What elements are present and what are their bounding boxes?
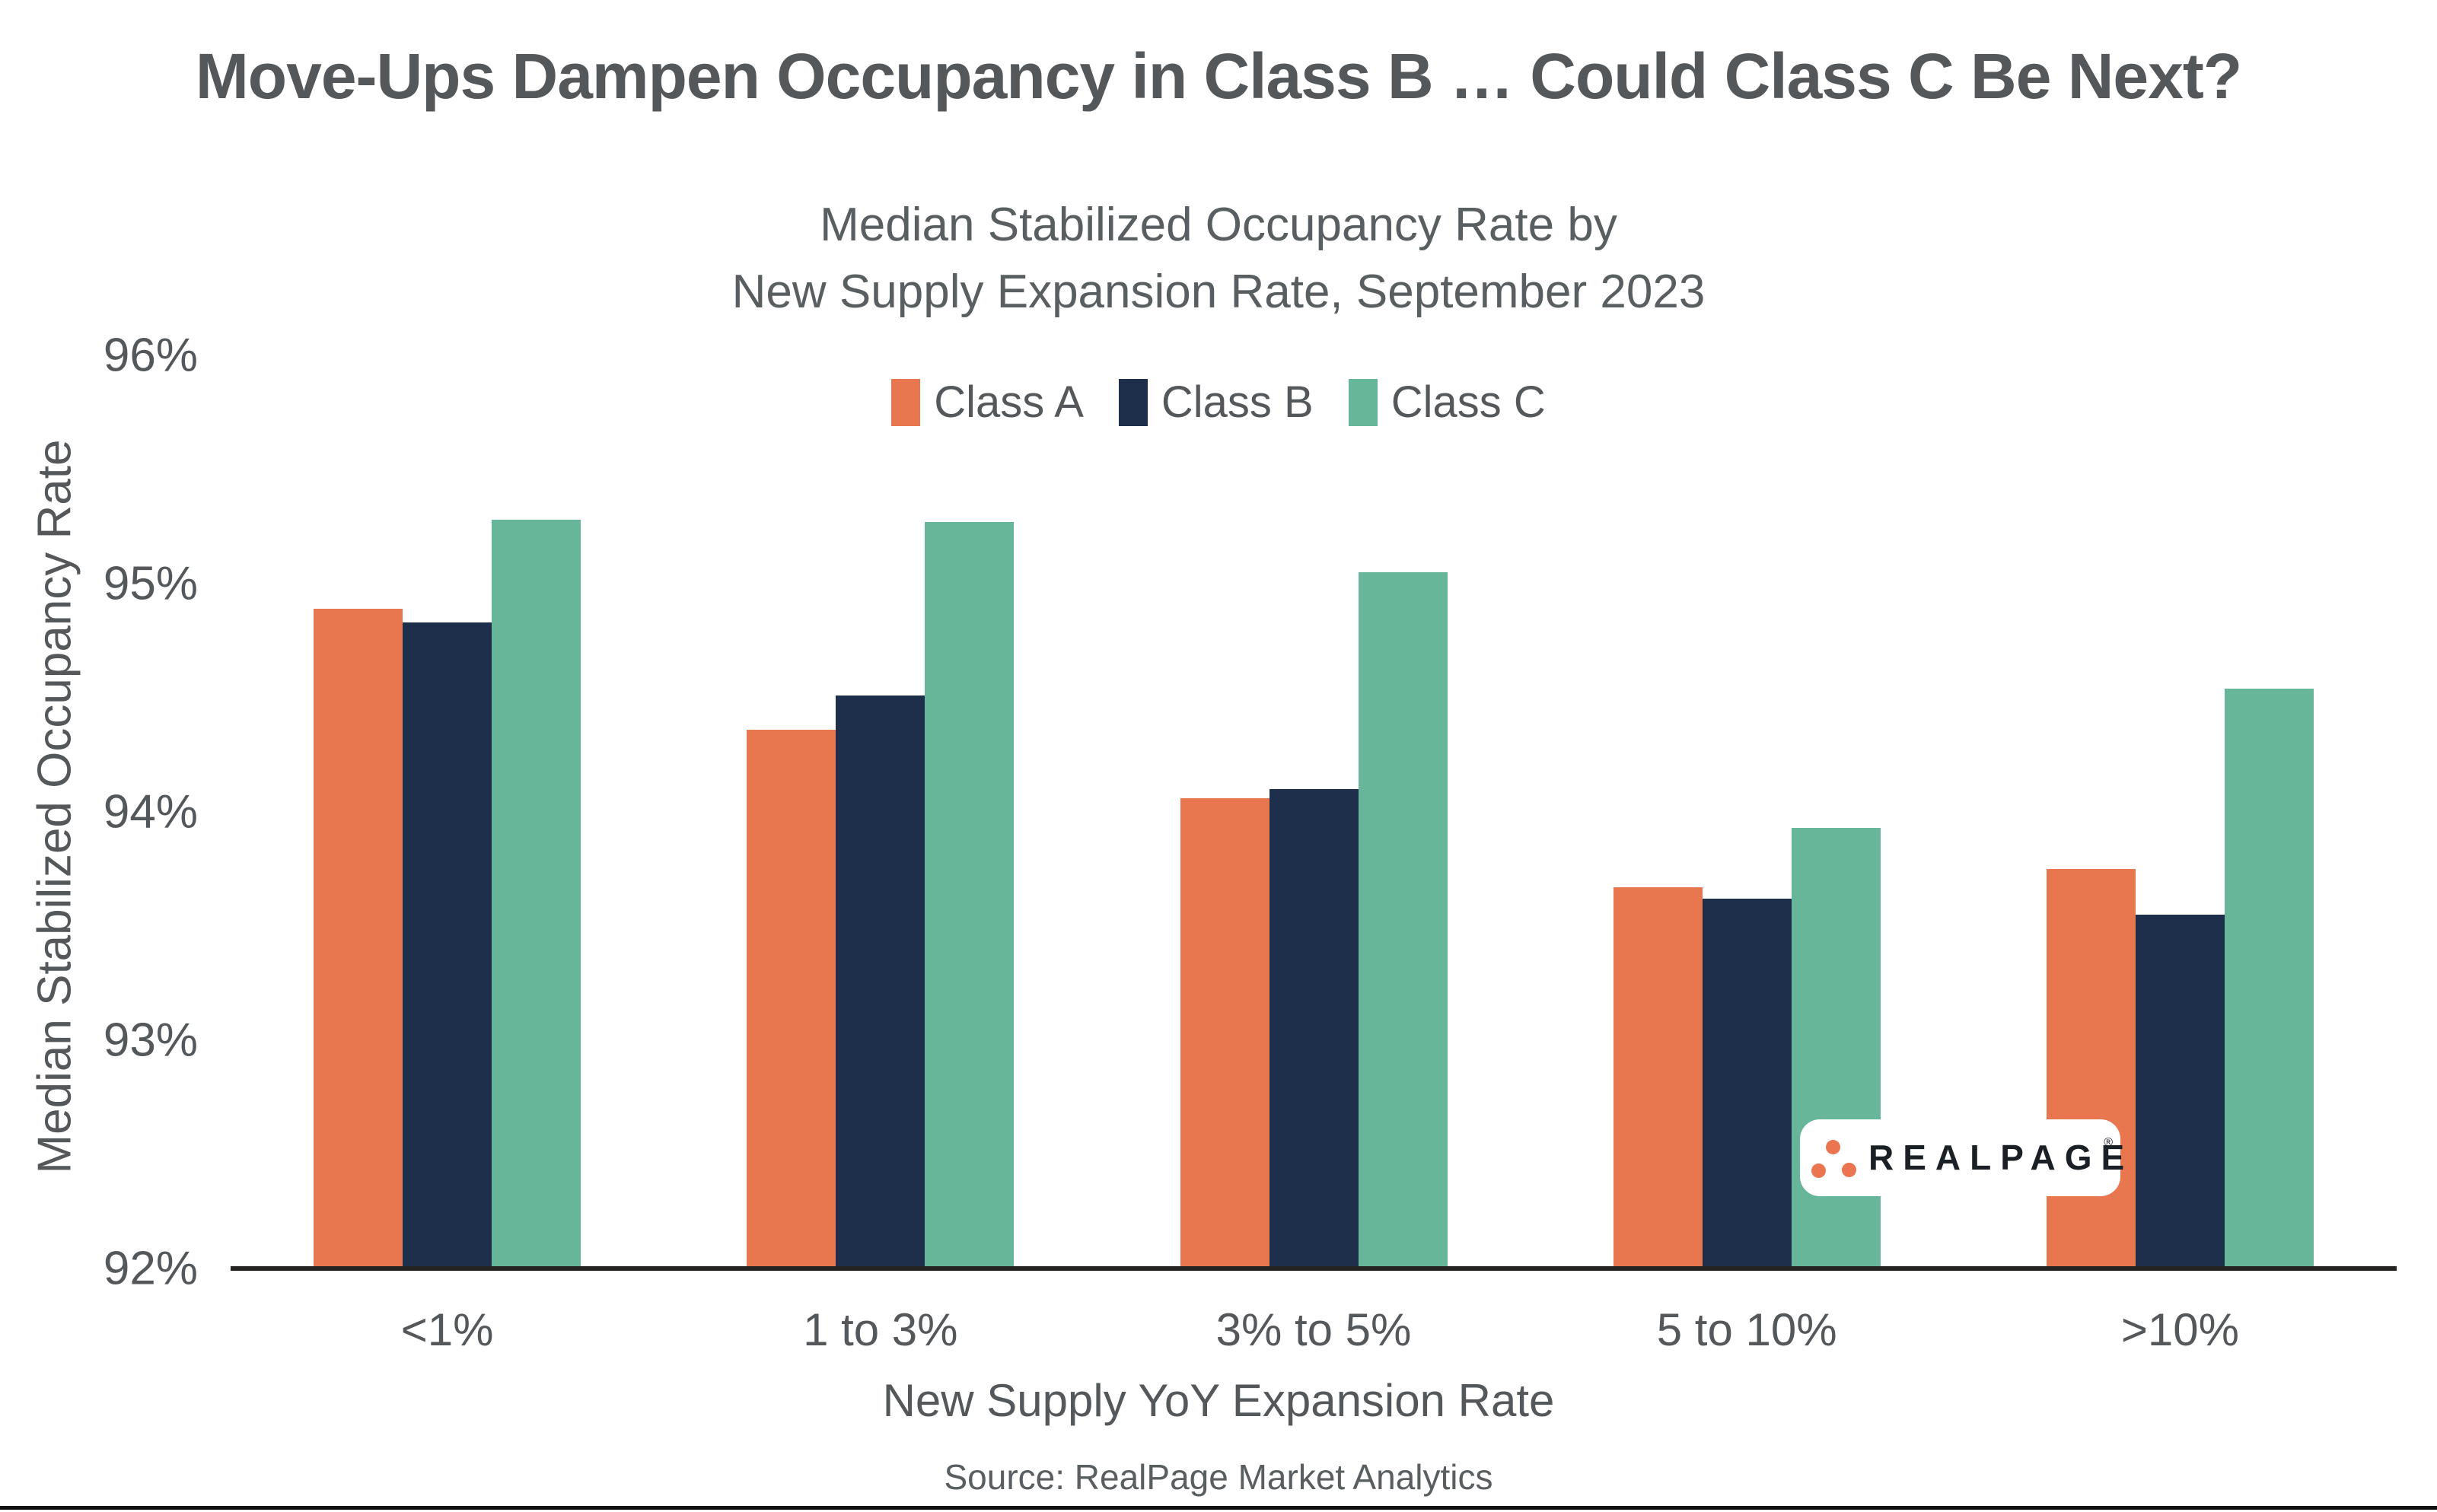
bar-class-c-1 xyxy=(492,520,581,1268)
bar-class-c-1-to-3 xyxy=(925,522,1015,1268)
y-tick-label-95: 95% xyxy=(103,557,198,610)
bar-class-c-3-to-5 xyxy=(1358,572,1448,1268)
bar-class-b-5-to-10 xyxy=(1702,899,1792,1268)
registered-trademark-icon: ® xyxy=(2104,1136,2113,1149)
bar-class-a-10 xyxy=(2046,869,2136,1268)
realpage-logo: REALPAGE ® xyxy=(1800,1119,2124,1196)
x-tick-label-1: <1% xyxy=(400,1304,494,1355)
legend-label-class-b: Class B xyxy=(1161,377,1314,427)
x-tick-label-3-to-5: 3% to 5% xyxy=(1215,1304,1412,1355)
bar-class-a-5-to-10 xyxy=(1613,887,1703,1268)
legend-swatch-icon-class-c xyxy=(1348,378,1378,426)
legend-label-class-c: Class C xyxy=(1391,377,1546,427)
bar-class-a-3-to-5 xyxy=(1180,798,1269,1268)
y-tick-label-93: 93% xyxy=(103,1014,198,1067)
x-axis-title: New Supply YoY Expansion Rate xyxy=(882,1375,1555,1426)
source-attribution: Source: RealPage Market Analytics xyxy=(944,1457,1493,1497)
chart-legend: Class A Class B Class C xyxy=(0,377,2437,428)
chart-subtitle: Median Stabilized Occupancy Rate by New … xyxy=(0,192,2437,326)
x-tick-label-1-to-3: 1 to 3% xyxy=(803,1304,958,1355)
legend-item-class-a: Class A xyxy=(891,377,1084,428)
x-tick-label-10: >10% xyxy=(2120,1304,2239,1355)
chart-subtitle-line2: New Supply Expansion Rate, September 202… xyxy=(731,266,1706,318)
bar-class-b-1 xyxy=(403,622,492,1268)
y-tick-label-94: 94% xyxy=(103,785,198,839)
legend-swatch-icon-class-b xyxy=(1118,378,1148,426)
page-title: Move-Ups Dampen Occupancy in Class B … C… xyxy=(195,40,2242,112)
legend-label-class-a: Class A xyxy=(934,377,1084,427)
bar-class-b-10 xyxy=(2135,915,2225,1268)
legend-item-class-b: Class B xyxy=(1118,377,1314,428)
x-tick-label-5-to-10: 5 to 10% xyxy=(1656,1304,1837,1355)
bar-class-b-1-to-3 xyxy=(836,696,925,1268)
bar-class-c-10 xyxy=(2224,689,2314,1268)
y-tick-label-92: 92% xyxy=(103,1242,198,1295)
chart-subtitle-line1: Median Stabilized Occupancy Rate by xyxy=(820,199,1617,251)
y-tick-label-96: 96% xyxy=(103,329,198,382)
realpage-logo-dot-icon xyxy=(1842,1163,1856,1177)
bar-class-a-1 xyxy=(314,609,403,1268)
x-axis-line xyxy=(231,1266,2397,1271)
bar-class-b-3-to-5 xyxy=(1269,789,1359,1268)
legend-item-class-c: Class C xyxy=(1348,377,1546,428)
realpage-logo-dot-icon xyxy=(1811,1163,1826,1178)
bar-class-a-1-to-3 xyxy=(747,730,836,1268)
realpage-logo-text: REALPAGE xyxy=(1868,1138,2134,1177)
legend-swatch-icon-class-a xyxy=(891,378,921,426)
bar-class-c-5-to-10 xyxy=(1791,828,1881,1268)
bottom-border-rule xyxy=(0,1506,2437,1510)
realpage-logo-dot-icon xyxy=(1826,1140,1840,1154)
